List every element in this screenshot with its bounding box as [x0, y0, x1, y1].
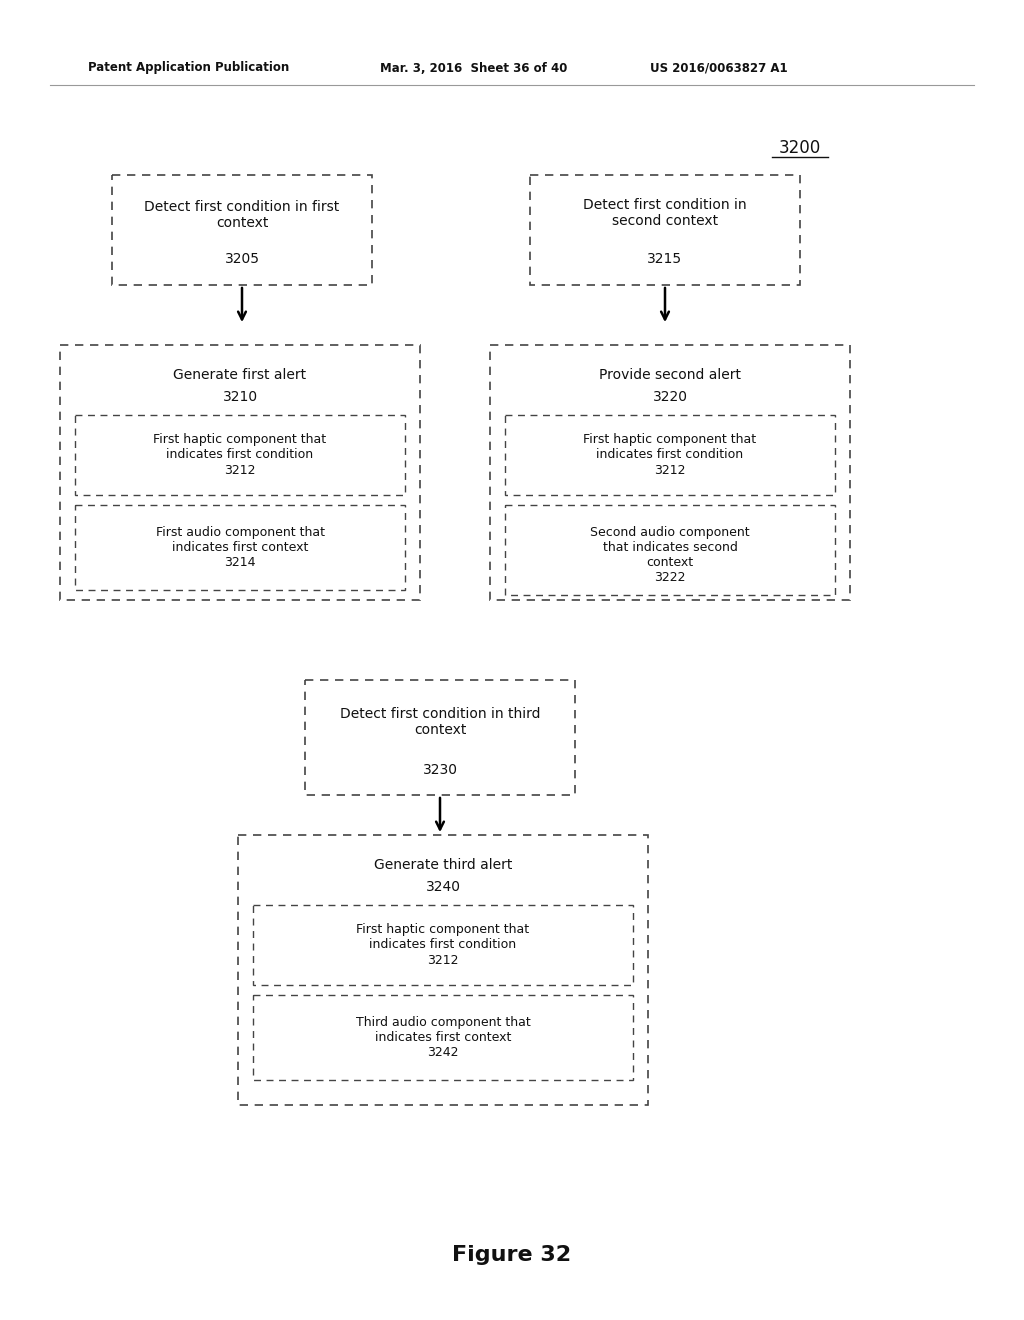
- Bar: [238, 836, 648, 1105]
- Text: US 2016/0063827 A1: US 2016/0063827 A1: [650, 62, 787, 74]
- Text: Generate first alert: Generate first alert: [173, 368, 306, 381]
- Bar: [490, 345, 850, 601]
- Text: 3215: 3215: [647, 252, 683, 267]
- Text: First haptic component that
indicates first condition
3212: First haptic component that indicates fi…: [584, 433, 757, 477]
- Text: 3205: 3205: [224, 252, 259, 267]
- Text: Detect first condition in
second context: Detect first condition in second context: [584, 198, 746, 228]
- Text: Third audio component that
indicates first context
3242: Third audio component that indicates fir…: [355, 1016, 530, 1059]
- Bar: [60, 345, 420, 601]
- Bar: [75, 414, 406, 495]
- Text: 3230: 3230: [423, 763, 458, 777]
- Text: Provide second alert: Provide second alert: [599, 368, 741, 381]
- Text: Detect first condition in third
context: Detect first condition in third context: [340, 708, 541, 737]
- Bar: [530, 176, 800, 285]
- Text: Patent Application Publication: Patent Application Publication: [88, 62, 289, 74]
- Bar: [253, 906, 633, 985]
- Text: Second audio component
that indicates second
context
3222: Second audio component that indicates se…: [590, 525, 750, 583]
- Text: 3220: 3220: [652, 389, 687, 404]
- Text: 3240: 3240: [426, 880, 461, 894]
- Text: Mar. 3, 2016  Sheet 36 of 40: Mar. 3, 2016 Sheet 36 of 40: [380, 62, 567, 74]
- Bar: [253, 995, 633, 1080]
- Text: Generate third alert: Generate third alert: [374, 858, 512, 873]
- Text: 3200: 3200: [779, 139, 821, 157]
- Bar: [75, 506, 406, 590]
- Bar: [505, 506, 835, 595]
- Text: 3210: 3210: [222, 389, 258, 404]
- Text: First audio component that
indicates first context
3214: First audio component that indicates fir…: [156, 525, 325, 569]
- Text: First haptic component that
indicates first condition
3212: First haptic component that indicates fi…: [154, 433, 327, 477]
- Bar: [305, 680, 575, 795]
- Text: Figure 32: Figure 32: [453, 1245, 571, 1265]
- Bar: [112, 176, 372, 285]
- Bar: [505, 414, 835, 495]
- Text: First haptic component that
indicates first condition
3212: First haptic component that indicates fi…: [356, 924, 529, 966]
- Text: Detect first condition in first
context: Detect first condition in first context: [144, 199, 340, 230]
